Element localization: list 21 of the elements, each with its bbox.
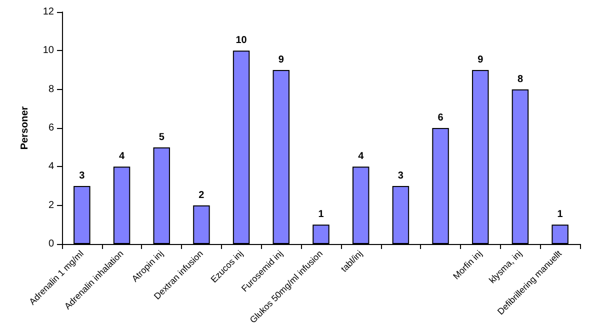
data-label: 4 <box>118 151 125 162</box>
data-label: 9 <box>278 54 284 66</box>
data-label: 5 <box>158 132 165 143</box>
data-label: 3 <box>79 170 86 182</box>
data-label: 6 <box>438 112 444 124</box>
y-tick-label: 8 <box>48 84 54 95</box>
data-label: 10 <box>236 35 248 46</box>
y-tick-label: 6 <box>48 122 54 134</box>
data-label: 9 <box>478 54 484 66</box>
data-label: 8 <box>517 74 524 85</box>
y-tick-label: 0 <box>48 238 54 250</box>
y-tick-label: 10 <box>42 45 54 56</box>
y-tick-label: 4 <box>48 161 54 172</box>
data-label: 4 <box>358 151 364 162</box>
data-label: 2 <box>198 190 205 201</box>
y-tick-label: 12 <box>42 6 54 18</box>
data-label: 3 <box>398 170 404 182</box>
data-label: 1 <box>557 209 564 220</box>
y-tick-label: 2 <box>48 200 54 211</box>
y-axis-title: Personer <box>20 106 30 150</box>
data-label: 1 <box>318 209 324 220</box>
